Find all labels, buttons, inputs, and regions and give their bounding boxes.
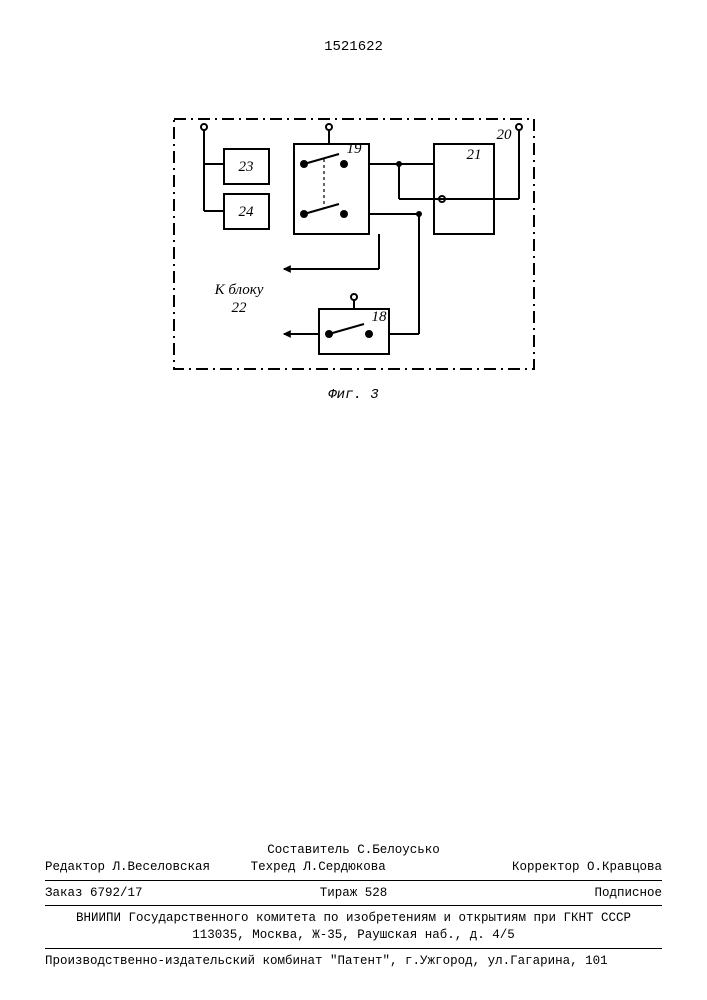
org-line2: 113035, Москва, Ж-35, Раушская наб., д. …	[45, 927, 662, 944]
separator-1	[45, 880, 662, 881]
blank-space	[45, 403, 662, 842]
corrector-label: Корректор	[512, 860, 580, 874]
subscription: Подписное	[595, 886, 663, 900]
svg-text:18: 18	[371, 309, 387, 325]
order-label: Заказ	[45, 886, 83, 900]
editor-label: Редактор	[45, 860, 105, 874]
order-value: 6792/17	[90, 886, 143, 900]
compiler-label: Составитель	[267, 843, 350, 857]
svg-text:23: 23	[238, 159, 253, 175]
svg-text:24: 24	[238, 204, 254, 220]
svg-text:21: 21	[466, 147, 481, 163]
credits-block: Составитель С.Белоусько Редактор Л.Весел…	[45, 842, 662, 970]
circuit-diagram: 20 23 24 19 21 18 К блоку 22	[164, 99, 544, 379]
figure-area: 20 23 24 19 21 18 К блоку 22 Фиг. 3	[45, 99, 662, 403]
svg-text:22: 22	[231, 300, 247, 316]
svg-text:К блоку: К блоку	[213, 282, 263, 298]
tirage-label: Тираж	[320, 886, 358, 900]
svg-text:19: 19	[346, 141, 362, 157]
corrector-name: О.Кравцова	[587, 860, 662, 874]
editor-name: Л.Веселовская	[113, 860, 211, 874]
patent-page: 1521622 20 23 24 19 21 18 К блоку 22 Фиг. 3 Сос…	[0, 0, 707, 1000]
figure-caption: Фиг. 3	[328, 387, 378, 403]
techred-name: Л.Сердюкова	[303, 860, 386, 874]
org-line1: ВНИИПИ Государственного комитета по изоб…	[45, 910, 662, 927]
separator-3	[45, 948, 662, 949]
publisher-line: Производственно-издательский комбинат "П…	[45, 953, 662, 970]
separator-2	[45, 905, 662, 906]
techred-label: Техред	[251, 860, 296, 874]
document-number: 1521622	[45, 40, 662, 54]
tirage-value: 528	[365, 886, 388, 900]
compiler-name: С.Белоусько	[357, 843, 440, 857]
svg-text:20: 20	[496, 127, 512, 143]
